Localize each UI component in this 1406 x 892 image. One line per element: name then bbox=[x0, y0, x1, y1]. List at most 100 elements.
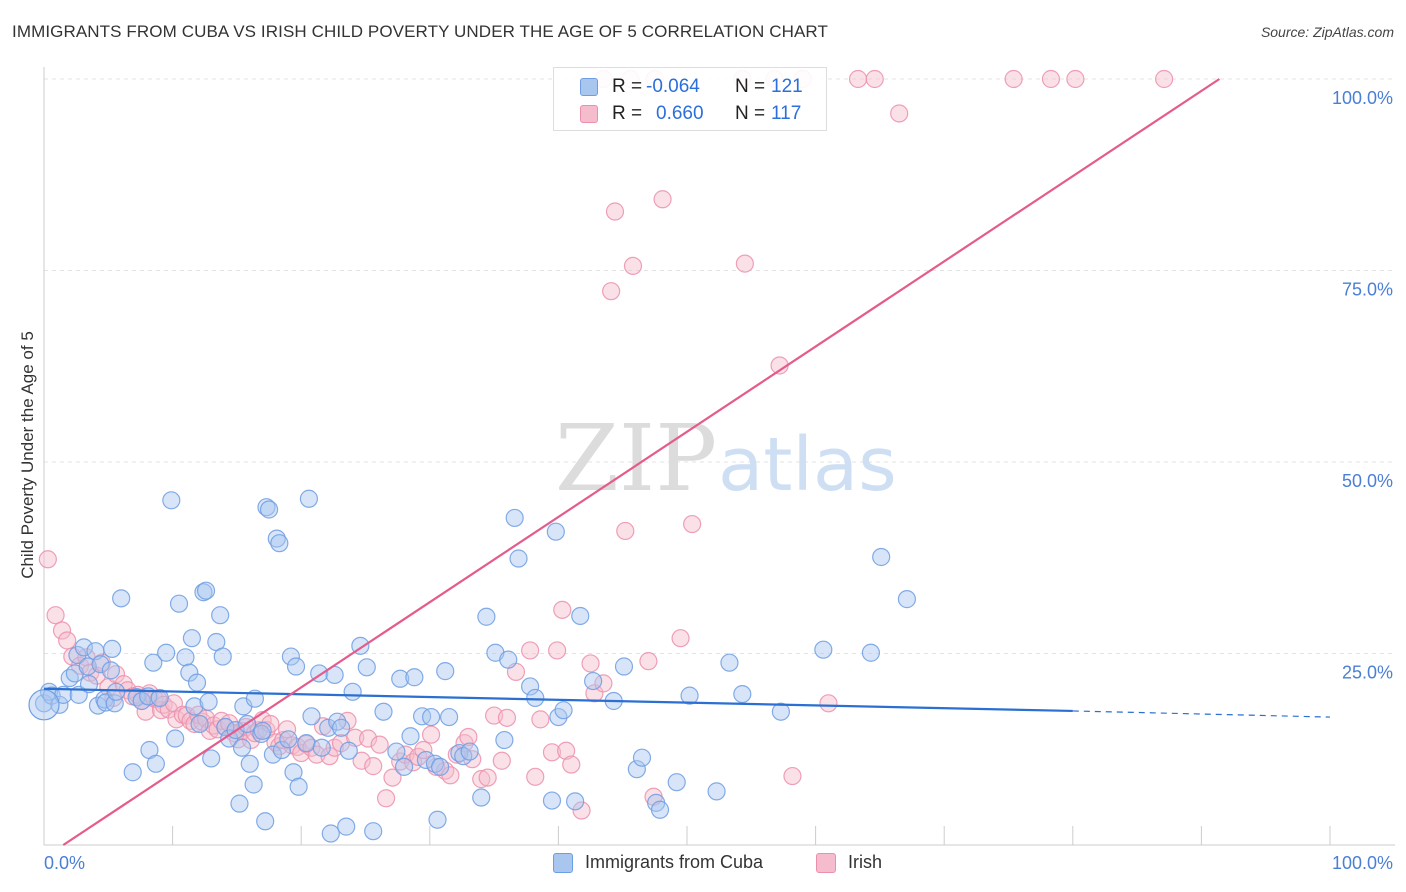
irish-point bbox=[478, 768, 497, 787]
cuba-point bbox=[91, 655, 110, 674]
legend-r-label: R = bbox=[612, 76, 643, 97]
cuba-point bbox=[337, 817, 356, 836]
cuba-point bbox=[425, 754, 445, 773]
irish-points bbox=[38, 69, 1174, 820]
cuba-point bbox=[252, 724, 271, 744]
cuba-point bbox=[707, 782, 726, 801]
cuba-point bbox=[106, 682, 126, 701]
irish-point bbox=[167, 710, 186, 729]
irish-point bbox=[683, 514, 702, 534]
irish-trend-line bbox=[62, 78, 1221, 846]
cuba-point bbox=[312, 738, 331, 757]
cuba-point bbox=[146, 754, 165, 773]
cuba-point bbox=[259, 500, 279, 519]
irish-point bbox=[421, 725, 441, 744]
cuba-point bbox=[357, 658, 376, 677]
cuba-point bbox=[771, 702, 790, 721]
irish-point bbox=[819, 694, 838, 713]
irish-point bbox=[616, 521, 635, 541]
irish-point bbox=[557, 741, 576, 760]
irish-point bbox=[370, 735, 389, 754]
cuba-point bbox=[439, 707, 459, 727]
legend-label-cuba: Immigrants from Cuba bbox=[585, 852, 764, 872]
irish-point bbox=[497, 708, 517, 727]
cuba-point bbox=[202, 749, 221, 768]
cuba-point bbox=[477, 607, 496, 626]
cuba-point bbox=[105, 694, 124, 713]
irish-point bbox=[653, 190, 672, 209]
cuba-point bbox=[460, 742, 479, 761]
cuba-point bbox=[331, 718, 351, 737]
cuba-point bbox=[257, 498, 276, 517]
cuba-point bbox=[387, 742, 406, 761]
irish-point bbox=[605, 202, 625, 221]
irish-point bbox=[562, 755, 581, 774]
cuba-point bbox=[374, 702, 393, 721]
chart-title: IMMIGRANTS FROM CUBA VS IRISH CHILD POVE… bbox=[12, 22, 828, 41]
cuba-point bbox=[176, 648, 195, 667]
cuba-point bbox=[213, 647, 232, 666]
cuba-point bbox=[182, 629, 201, 648]
legend-row-cuba: R = -0.064 N = 121 bbox=[554, 74, 826, 100]
watermark-atlas: atlas bbox=[718, 422, 897, 508]
cuba-point bbox=[112, 589, 131, 608]
cuba-point bbox=[196, 581, 216, 600]
cuba-point bbox=[162, 491, 181, 510]
cuba-point bbox=[74, 638, 93, 657]
cuba-point bbox=[546, 522, 565, 541]
cuba-point bbox=[632, 748, 652, 767]
cuba-point bbox=[34, 694, 54, 713]
cuba-point bbox=[216, 717, 235, 737]
irish-point bbox=[553, 600, 572, 619]
irish-point bbox=[735, 254, 754, 273]
legend-r-label: R = bbox=[612, 103, 643, 124]
cuba-point bbox=[211, 606, 230, 625]
x-tick-label-max: 100.0% bbox=[1332, 853, 1393, 873]
cuba-point bbox=[430, 757, 450, 776]
cuba-point bbox=[343, 682, 362, 701]
cuba-point bbox=[680, 686, 699, 705]
irish-point bbox=[1066, 69, 1085, 89]
cuba-point bbox=[554, 701, 573, 720]
cuba-point bbox=[667, 773, 686, 792]
legend-n-label: N = bbox=[735, 76, 766, 97]
cuba-point bbox=[571, 606, 590, 626]
watermark-zip: ZIP bbox=[555, 405, 717, 512]
cuba-point bbox=[872, 547, 891, 567]
irish-point bbox=[338, 711, 357, 731]
cuba-point bbox=[101, 661, 120, 680]
irish-point bbox=[865, 69, 884, 89]
cuba-point bbox=[436, 662, 455, 681]
cuba-point bbox=[79, 675, 99, 694]
cuba-point bbox=[244, 775, 263, 794]
x-tick-label-min: 0.0% bbox=[44, 853, 85, 873]
cuba-point bbox=[232, 738, 252, 757]
cuba-point bbox=[584, 671, 603, 691]
irish-point bbox=[292, 743, 311, 763]
cuba-point bbox=[272, 740, 292, 760]
cuba-point bbox=[720, 653, 739, 672]
cuba-point bbox=[281, 647, 301, 666]
legend-swatch-irish bbox=[816, 853, 836, 873]
legend-swatch-irish bbox=[580, 105, 598, 123]
y-axis-label: Child Poverty Under the Age of 5 bbox=[18, 331, 37, 579]
irish-point bbox=[136, 702, 155, 721]
irish-point bbox=[325, 738, 344, 757]
axes bbox=[43, 67, 1395, 846]
cuba-point bbox=[401, 727, 420, 746]
cuba-point bbox=[650, 800, 670, 819]
cuba-point bbox=[861, 643, 880, 662]
cuba-point bbox=[509, 549, 528, 568]
cuba-point bbox=[405, 668, 424, 687]
cuba-point bbox=[499, 650, 518, 669]
cuba-point bbox=[421, 707, 441, 727]
irish-point bbox=[376, 789, 396, 808]
cuba-point bbox=[297, 734, 316, 753]
cuba-points bbox=[28, 489, 917, 843]
legend-r-value-cuba: -0.064 bbox=[646, 76, 700, 97]
cuba-point bbox=[814, 640, 833, 659]
cuba-point bbox=[897, 590, 917, 609]
irish-point bbox=[531, 710, 550, 729]
cuba-point bbox=[394, 757, 414, 776]
